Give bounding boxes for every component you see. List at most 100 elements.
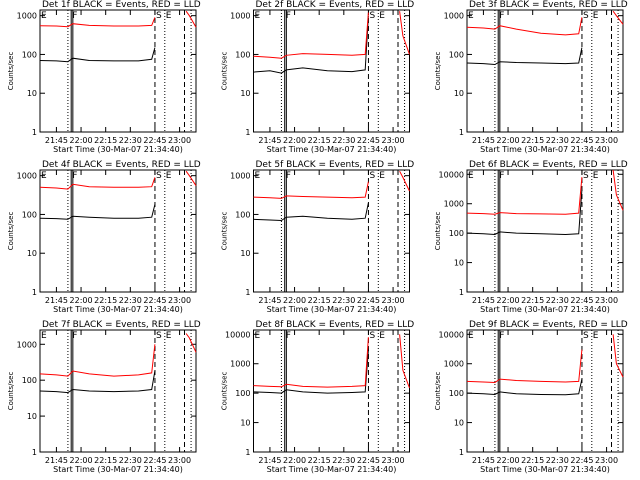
x-tick-label: 21:45 [472,456,495,465]
y-tick-label: 1 [245,448,250,457]
x-tick-label: 21:45 [45,456,68,465]
panel: Det 4f BLACK = Events, RED = LLD 1 10 100 10… [7,160,201,314]
panel-title: Det 1f BLACK = Events, RED = LLD [42,0,201,10]
y-tick-label: 100 [449,389,464,398]
y-tick-label: 1000 [444,200,464,209]
marker-label: S [583,171,589,181]
marker-label: E [468,171,474,181]
y-tick-label: 100 [449,50,464,59]
marker-label: E [41,171,47,181]
x-axis-label: Start Time (30-Mar-07 21:34:40) [480,305,610,314]
x-tick-label: 22:45 [143,456,166,465]
x-tick-label: 23:00 [382,456,405,465]
plot-frame [466,329,624,453]
x-tick-label: 22:00 [283,456,306,465]
y-tick-label: 10 [454,259,464,268]
y-tick-label: 100 [22,50,37,59]
marker-label: E [593,331,599,341]
y-tick-label: 10000 [439,330,464,339]
x-tick-label: 22:15 [308,456,331,465]
x-tick-label: 22:00 [497,136,520,145]
count-rate-line [253,11,410,59]
x-tick-label: 22:15 [521,456,544,465]
y-axis-label: Counts/sec [221,372,229,411]
count-rate-line [39,333,197,377]
x-tick-label: 23:00 [595,296,618,305]
y-tick-label: 100 [235,210,250,219]
count-rate-line [254,16,410,73]
y-tick-label: 10000 [439,170,464,179]
panel: Det 9f BLACK = Events, RED = LLD 1 10 100 10… [434,320,628,474]
marker-label: F [72,331,77,341]
y-tick-label: 1 [32,448,37,457]
x-tick-label: 22:15 [521,136,544,145]
x-axis-label: Start Time (30-Mar-07 21:34:40) [267,145,397,154]
y-tick-label: 100 [449,229,464,238]
y-tick-label: 1000 [230,12,250,21]
x-tick-label: 22:00 [283,296,306,305]
x-tick-label: 23:00 [595,456,618,465]
panel-title: Det 9f BLACK = Events, RED = LLD [469,320,628,330]
x-tick-label: 22:00 [497,456,520,465]
panel-title: Det 4f BLACK = Events, RED = LLD [42,160,201,170]
x-axis-label: Start Time (30-Mar-07 21:34:40) [53,145,183,154]
y-axis-label: Counts/sec [434,212,442,251]
marker-label: F [286,11,291,21]
x-tick-label: 23:00 [382,136,405,145]
marker-label: E [41,11,47,21]
x-axis-label: Start Time (30-Mar-07 21:34:40) [53,465,183,474]
marker-label: E [379,331,385,341]
x-tick-label: 21:45 [45,296,68,305]
x-tick-label: 22:30 [546,456,569,465]
x-tick-label: 22:30 [119,296,142,305]
plot-frame [39,9,197,133]
y-tick-label: 1 [459,128,464,137]
y-axis-label: Counts/sec [434,372,442,411]
y-tick-label: 1000 [17,340,37,349]
x-tick-label: 21:45 [45,136,68,145]
x-tick-label: 22:15 [308,296,331,305]
x-tick-label: 21:45 [258,456,281,465]
y-axis-label: Counts/sec [434,52,442,91]
marker-label: S [156,11,162,21]
count-rate-line [466,334,624,384]
marker-label: F [499,11,504,21]
x-tick-label: 21:45 [258,296,281,305]
panel: Det 2f BLACK = Events, RED = LLD 1 10 100 10… [221,0,415,154]
x-tick-label: 22:00 [70,456,93,465]
x-tick-label: 23:00 [595,136,618,145]
y-tick-label: 1000 [17,12,37,21]
panel-title: Det 2f BLACK = Events, RED = LLD [256,0,415,10]
x-axis-label: Start Time (30-Mar-07 21:34:40) [267,305,397,314]
y-axis-label: Counts/sec [221,212,229,251]
x-tick-label: 22:15 [94,296,117,305]
marker-label: S [156,331,162,341]
plot-frame [466,169,624,293]
x-tick-label: 22:30 [119,456,142,465]
x-tick-label: 21:45 [472,296,495,305]
count-rate-line [39,170,197,190]
y-tick-label: 100 [22,210,37,219]
count-rate-line [466,378,583,396]
y-tick-label: 10 [454,419,464,428]
x-tick-label: 22:00 [70,136,93,145]
y-tick-label: 10 [27,412,37,421]
y-tick-label: 10 [27,89,37,98]
x-tick-label: 22:00 [70,296,93,305]
marker-label: F [286,331,291,341]
marker-label: E [166,331,172,341]
count-rate-line [39,47,156,63]
x-tick-label: 22:45 [357,136,380,145]
x-tick-label: 22:30 [546,296,569,305]
count-rate-line [466,189,583,236]
panel-title: Det 7f BLACK = Events, RED = LLD [42,320,201,330]
count-rate-line [253,170,410,199]
marker-label: E [255,171,261,181]
y-tick-label: 1000 [230,172,250,181]
y-axis-label: Counts/sec [7,372,15,411]
marker-label: S [156,171,162,181]
marker-label: S [369,331,375,341]
y-axis-label: Counts/sec [7,212,15,251]
x-axis-label: Start Time (30-Mar-07 21:34:40) [267,465,397,474]
